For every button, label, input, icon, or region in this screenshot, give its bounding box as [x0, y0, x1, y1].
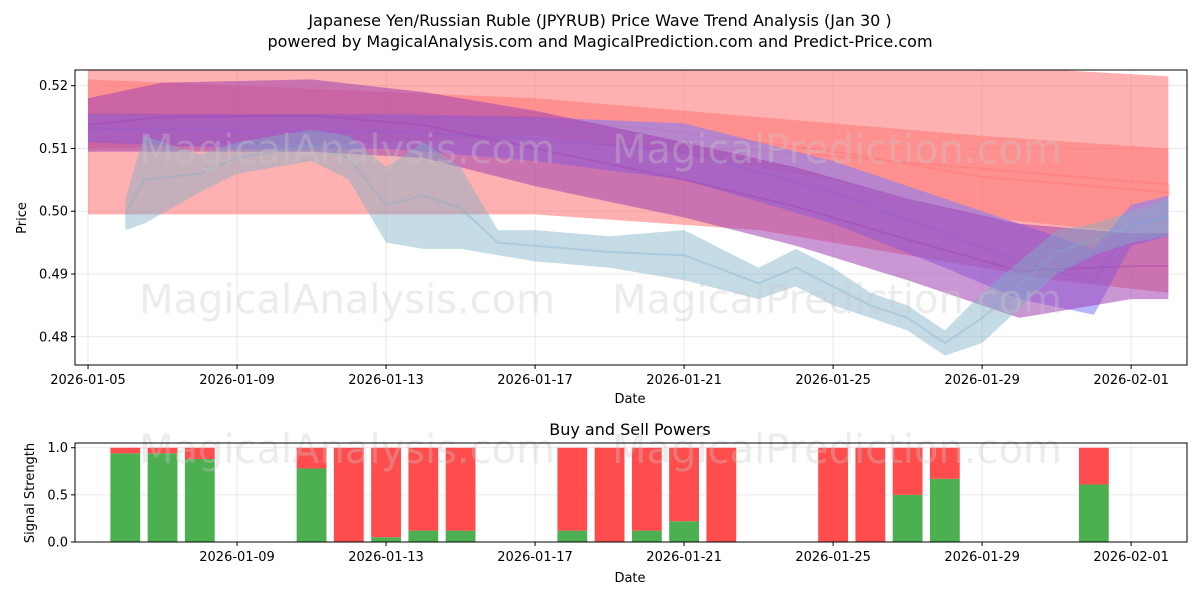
- top-axes: 2026-01-05 2026-01-09 2026-01-13 2026-01-17…: [39, 79, 1169, 388]
- top-y-tick-label: 0.49: [39, 267, 68, 282]
- buy-bar: [445, 530, 476, 542]
- top-x-tick-label: 2026-01-05: [50, 373, 126, 388]
- band-midline: [87, 114, 1169, 272]
- buy-bar: [184, 459, 215, 542]
- band-midline: [124, 144, 1169, 345]
- bottom-x-tick-label: 2026-01-13: [348, 550, 424, 565]
- top-series-group: [87, 70, 1170, 356]
- top-x-tick-label: 2026-02-01: [1093, 373, 1169, 388]
- watermark-bottom-left: MagicalAnalysis.com: [139, 427, 555, 473]
- top-y-tick-label: 0.51: [39, 142, 68, 157]
- top-x-tick-label: 2026-01-09: [199, 373, 275, 388]
- top-plot-frame: [74, 69, 1188, 366]
- watermark-bottom-right: MagicalPrediction.com: [612, 427, 1062, 473]
- bottom-chart-title: Buy and Sell Powers: [549, 420, 711, 439]
- buy-bar: [929, 478, 960, 542]
- sell-bar: [371, 447, 401, 538]
- top-y-axis-label: Price: [15, 202, 30, 234]
- bottom-y-tick-label: 0.5: [47, 488, 68, 503]
- buy-bar: [296, 468, 327, 542]
- buy-bar: [110, 453, 141, 542]
- sell-bar: [408, 447, 439, 531]
- buy-bar: [371, 537, 401, 542]
- buy-bar: [1078, 484, 1109, 542]
- top-y-tick-label: 0.52: [39, 79, 68, 94]
- sell-bar: [669, 447, 699, 522]
- sell-bar: [445, 447, 476, 531]
- bottom-bars-group: [110, 447, 1109, 542]
- bottom-y-tick-label: 0.0: [47, 536, 68, 551]
- buy-bar: [892, 494, 923, 542]
- top-x-tick-label: 2026-01-21: [646, 373, 722, 388]
- bottom-axes: 2026-01-09 2026-01-13 2026-01-17 2026-01-21…: [47, 441, 1169, 565]
- buy-bar: [557, 530, 588, 542]
- sell-bar: [818, 447, 848, 542]
- top-y-tick-label: 0.48: [39, 330, 68, 345]
- bottom-x-tick-label: 2026-01-29: [944, 550, 1020, 565]
- sell-bar: [147, 447, 178, 454]
- sell-bar: [855, 447, 886, 542]
- bottom-x-tick-label: 2026-01-09: [199, 550, 275, 565]
- watermark-top-left-1: MagicalAnalysis.com: [139, 127, 555, 173]
- buy-bar: [631, 530, 662, 542]
- bottom-x-tick-label: 2026-01-17: [497, 550, 573, 565]
- chart-title-line2: powered by MagicalAnalysis.com and Magic…: [267, 32, 932, 51]
- top-x-tick-label: 2026-01-25: [795, 373, 871, 388]
- chart-title-line1: Japanese Yen/Russian Ruble (JPYRUB) Pric…: [307, 11, 891, 30]
- top-x-tick-label: 2026-01-13: [348, 373, 424, 388]
- sell-bar: [892, 447, 923, 495]
- bottom-plot-frame: [74, 442, 1188, 543]
- sell-bar: [296, 447, 327, 469]
- bottom-x-tick-label: 2026-01-25: [795, 550, 871, 565]
- sell-bar: [110, 447, 141, 454]
- band-price-waves: [125, 129, 1169, 356]
- sell-bar: [333, 447, 364, 542]
- sell-bar: [184, 447, 215, 460]
- top-x-tick-label: 2026-01-17: [497, 373, 573, 388]
- buy-bar: [147, 453, 178, 542]
- sell-bar: [557, 447, 588, 531]
- buy-bar: [408, 530, 439, 542]
- buy-bar: [669, 521, 699, 542]
- top-x-tick-label: 2026-01-29: [944, 373, 1020, 388]
- sell-bar: [594, 447, 625, 542]
- watermark-top-right-2: MagicalPrediction.com: [612, 277, 1062, 323]
- top-watermarks: MagicalAnalysis.com MagicalPrediction.co…: [139, 127, 1062, 323]
- bottom-watermarks: MagicalAnalysis.com MagicalPrediction.co…: [139, 427, 1062, 473]
- band-purple-band: [88, 79, 1169, 318]
- watermark-top-right-1: MagicalPrediction.com: [612, 127, 1062, 173]
- watermark-top-left-2: MagicalAnalysis.com: [139, 277, 555, 323]
- bottom-y-tick-label: 1.0: [47, 441, 68, 456]
- bottom-x-axis-label: Date: [614, 571, 645, 586]
- bottom-y-axis-label: Signal Strength: [23, 443, 38, 543]
- sell-bar: [631, 447, 662, 531]
- top-y-tick-label: 0.50: [39, 205, 68, 220]
- bottom-x-tick-label: 2026-01-21: [646, 550, 722, 565]
- top-x-axis-label: Date: [614, 392, 645, 407]
- sell-bar: [1078, 447, 1109, 485]
- sell-bar: [929, 447, 960, 479]
- bottom-x-tick-label: 2026-02-01: [1093, 550, 1169, 565]
- sell-bar: [706, 447, 737, 542]
